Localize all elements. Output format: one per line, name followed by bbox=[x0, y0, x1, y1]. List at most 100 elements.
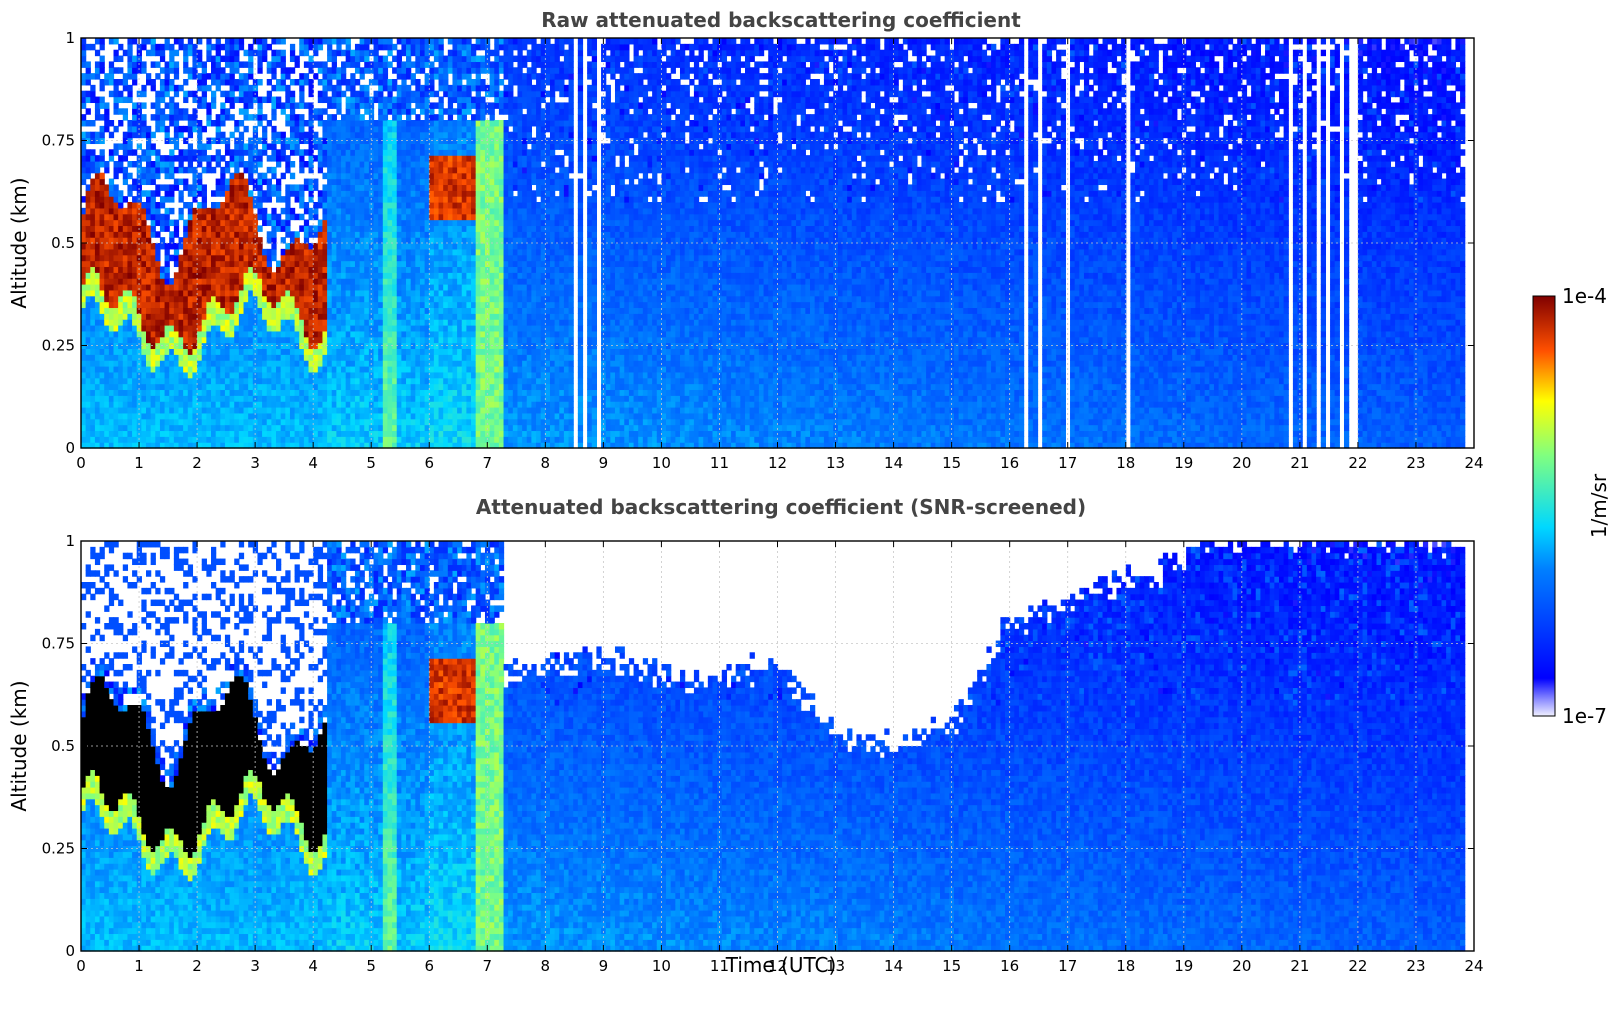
heatmap-cell bbox=[114, 255, 119, 261]
heatmap-cell bbox=[146, 272, 151, 278]
heatmap-cell bbox=[141, 272, 146, 278]
heatmap-cell bbox=[146, 126, 151, 132]
heatmap-cell bbox=[151, 372, 156, 378]
heatmap-cell bbox=[132, 220, 137, 226]
heatmap-cell bbox=[109, 255, 114, 261]
heatmap-cell bbox=[109, 302, 114, 308]
heatmap-cell bbox=[114, 372, 119, 378]
heatmap-cell bbox=[81, 97, 86, 103]
heatmap-cell bbox=[146, 384, 151, 390]
heatmap-cell bbox=[151, 430, 156, 436]
heatmap-cell bbox=[109, 290, 114, 296]
heatmap-cell bbox=[132, 108, 137, 114]
heatmap-cell bbox=[114, 319, 119, 325]
heatmap-cell bbox=[104, 114, 109, 120]
heatmap-cell bbox=[100, 290, 105, 296]
heatmap-cell bbox=[100, 384, 105, 390]
heatmap-cell bbox=[114, 261, 119, 267]
heatmap-cell bbox=[141, 220, 146, 226]
heatmap-cell bbox=[95, 184, 100, 190]
heatmap-cell bbox=[127, 208, 132, 214]
heatmap-cell bbox=[81, 249, 86, 255]
heatmap-cell bbox=[132, 202, 137, 208]
heatmap-cell bbox=[141, 395, 146, 401]
heatmap-cell bbox=[132, 214, 137, 220]
heatmap-cell bbox=[95, 38, 100, 44]
heatmap-cell bbox=[114, 278, 119, 284]
heatmap-cell bbox=[95, 231, 100, 237]
heatmap-cell bbox=[100, 319, 105, 325]
heatmap-cell bbox=[151, 307, 156, 313]
heatmap-cell bbox=[104, 307, 109, 313]
heatmap-cell bbox=[146, 143, 151, 149]
heatmap-cell bbox=[118, 360, 123, 366]
heatmap-cell bbox=[118, 302, 123, 308]
heatmap-cell bbox=[114, 425, 119, 431]
heatmap-cell bbox=[146, 167, 151, 173]
heatmap-cell bbox=[151, 132, 156, 138]
heatmap-cell bbox=[95, 389, 100, 395]
heatmap-cell bbox=[146, 313, 151, 319]
heatmap-cell bbox=[95, 243, 100, 249]
heatmap-cell bbox=[81, 337, 86, 343]
heatmap-cell bbox=[151, 249, 156, 255]
heatmap-cell bbox=[155, 407, 160, 413]
heatmap-cell bbox=[155, 395, 160, 401]
heatmap-cell bbox=[114, 430, 119, 436]
heatmap-cell bbox=[123, 325, 128, 331]
heatmap-cell bbox=[127, 225, 132, 231]
heatmap-cell bbox=[132, 290, 137, 296]
heatmap-cell bbox=[118, 167, 123, 173]
heatmap-cell bbox=[90, 97, 95, 103]
heatmap-cell bbox=[109, 120, 114, 126]
heatmap-cell bbox=[95, 102, 100, 108]
heatmap-cell bbox=[114, 307, 119, 313]
heatmap-cell bbox=[141, 302, 146, 308]
heatmap-cell bbox=[100, 114, 105, 120]
heatmap-cell bbox=[155, 220, 160, 226]
heatmap-cell bbox=[109, 325, 114, 331]
heatmap-cell bbox=[118, 337, 123, 343]
heatmap-cell bbox=[81, 73, 86, 79]
heatmap-cell bbox=[109, 220, 114, 226]
heatmap-cell bbox=[114, 79, 119, 85]
heatmap-cell bbox=[146, 401, 151, 407]
heatmap-cell bbox=[127, 425, 132, 431]
heatmap-cell bbox=[114, 173, 119, 179]
heatmap-cell bbox=[81, 278, 86, 284]
heatmap-cell bbox=[118, 202, 123, 208]
heatmap-cell bbox=[127, 302, 132, 308]
heatmap-cell bbox=[141, 67, 146, 73]
heatmap-cell bbox=[100, 173, 105, 179]
heatmap-cell bbox=[141, 348, 146, 354]
heatmap-cell bbox=[95, 272, 100, 278]
heatmap-cell bbox=[114, 407, 119, 413]
heatmap-cell bbox=[151, 331, 156, 337]
heatmap-cell bbox=[132, 73, 137, 79]
heatmap-cell bbox=[132, 272, 137, 278]
heatmap-cell bbox=[146, 202, 151, 208]
heatmap-cell bbox=[114, 208, 119, 214]
heatmap-cell bbox=[118, 108, 123, 114]
heatmap-cell bbox=[90, 167, 95, 173]
heatmap-cell bbox=[100, 313, 105, 319]
heatmap-cell bbox=[86, 366, 91, 372]
heatmap-cell bbox=[127, 325, 132, 331]
heatmap-cell bbox=[155, 214, 160, 220]
heatmap-cell bbox=[86, 190, 91, 196]
heatmap-cell bbox=[104, 407, 109, 413]
heatmap-cell bbox=[118, 91, 123, 97]
heatmap-cell bbox=[146, 261, 151, 267]
heatmap-cell bbox=[141, 126, 146, 132]
heatmap-cell bbox=[114, 360, 119, 366]
heatmap-cell bbox=[146, 436, 151, 442]
heatmap-cell bbox=[90, 202, 95, 208]
heatmap-cell bbox=[100, 325, 105, 331]
heatmap-cell bbox=[81, 272, 86, 278]
heatmap-cell bbox=[118, 354, 123, 360]
heatmap-cell bbox=[95, 114, 100, 120]
heatmap-cell bbox=[109, 319, 114, 325]
heatmap-cell bbox=[118, 413, 123, 419]
heatmap-cell bbox=[118, 120, 123, 126]
heatmap-cell bbox=[132, 378, 137, 384]
